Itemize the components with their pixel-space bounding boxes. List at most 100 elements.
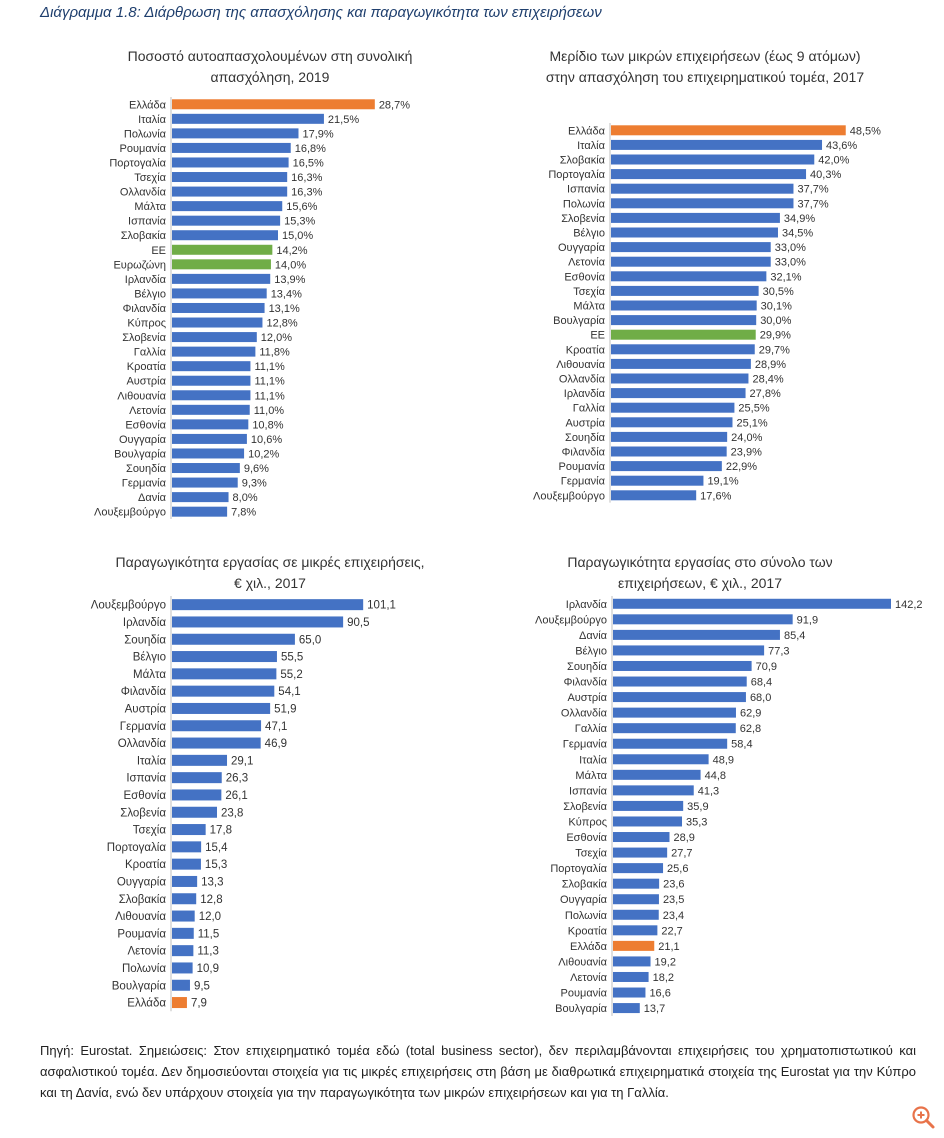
category-label: Ισπανία (128, 216, 167, 228)
category-label: Βέλγιο (575, 645, 607, 657)
bar (172, 633, 295, 645)
bar (613, 909, 659, 920)
category-label: Βουλγαρία (114, 448, 167, 460)
bar (172, 685, 275, 697)
bar (611, 417, 733, 428)
category-label: Βουλγαρία (553, 315, 606, 327)
value-label: 29,7% (759, 344, 790, 356)
bar (611, 154, 815, 165)
bar (611, 402, 735, 413)
value-label: 23,5 (663, 894, 684, 906)
zoom-in-icon[interactable] (910, 1104, 936, 1130)
value-label: 9,6% (244, 463, 269, 475)
bar (172, 113, 324, 124)
category-label: Πορτογαλία (548, 169, 605, 181)
value-label: 9,5 (194, 980, 210, 992)
bar (611, 125, 846, 136)
bar (613, 598, 891, 609)
bar (172, 754, 228, 766)
value-label: 27,7 (671, 848, 692, 860)
category-label: Σλοβενία (120, 807, 166, 819)
bar (172, 789, 222, 801)
category-label: Τσεχία (573, 286, 605, 298)
category-label: Ελλάδα (568, 125, 606, 137)
value-label: 12,0 (199, 911, 221, 923)
value-label: 62,9 (740, 708, 761, 720)
category-label: Γερμανία (561, 476, 606, 488)
bar (611, 198, 794, 209)
category-label: Αυστρία (565, 417, 605, 429)
value-label: 16,5% (293, 157, 324, 169)
bar (172, 841, 202, 853)
value-label: 10,8% (252, 419, 283, 431)
bar (172, 979, 190, 991)
bar (172, 142, 291, 153)
category-label: Τσεχία (133, 825, 167, 837)
category-label: Γαλλία (134, 347, 167, 359)
bar (172, 477, 238, 488)
value-label: 23,8 (221, 807, 243, 819)
bar (611, 256, 771, 267)
category-label: Αυστρία (126, 376, 166, 388)
value-label: 28,9% (755, 359, 786, 371)
bar (172, 230, 278, 241)
bar (611, 183, 794, 194)
category-label: Μάλτα (133, 669, 166, 681)
value-label: 44,8 (705, 770, 726, 782)
bar (613, 925, 658, 936)
bar (172, 720, 262, 732)
bar (611, 285, 759, 296)
bar (172, 875, 198, 887)
value-label: 40,3% (810, 169, 841, 181)
value-label: 30,1% (761, 301, 792, 313)
category-label: Κροατία (125, 859, 166, 871)
bar (611, 475, 704, 486)
category-label: Βέλγιο (133, 652, 166, 664)
category-label: Ισπανία (569, 785, 608, 797)
value-label: 12,8 (200, 894, 222, 906)
value-label: 12,8% (266, 318, 297, 330)
category-label: Δανία (579, 630, 608, 642)
category-label: Γερμανία (563, 739, 608, 751)
bar (611, 329, 756, 340)
bar (613, 645, 765, 656)
category-label: Γαλλία (573, 403, 606, 415)
bar (611, 431, 728, 442)
category-label: Λουξεμβούργο (535, 614, 607, 626)
value-label: 22,9% (726, 461, 757, 473)
bar (172, 433, 247, 444)
category-label: Εσθονία (564, 271, 605, 283)
category-label: Ιρλανδία (566, 599, 608, 611)
value-label: 68,0 (750, 692, 771, 704)
bar (172, 361, 251, 372)
value-label: 46,9 (265, 738, 287, 750)
bar (172, 927, 194, 939)
value-label: 15,3 (205, 859, 227, 871)
bar (172, 244, 273, 255)
category-label: Ρουμανία (561, 988, 608, 1000)
category-label: Μάλτα (573, 301, 605, 313)
bar (172, 302, 265, 313)
value-label: 77,3 (768, 645, 789, 657)
value-label: 48,9 (713, 754, 734, 766)
value-label: 15,4 (205, 842, 228, 854)
value-label: 29,1 (231, 755, 253, 767)
value-label: 13,9% (274, 274, 305, 286)
value-label: 68,4 (751, 677, 772, 689)
bar (172, 910, 195, 922)
value-label: 33,0% (775, 242, 806, 254)
bar (172, 273, 271, 284)
bar (172, 157, 289, 168)
value-label: 19,2 (655, 956, 676, 968)
category-label: Πολωνία (563, 198, 606, 210)
bar (613, 847, 668, 858)
bar (611, 358, 751, 369)
value-label: 7,8% (231, 507, 256, 519)
category-label: Ιταλία (579, 754, 608, 766)
value-label: 16,3% (291, 187, 322, 199)
value-label: 35,3 (686, 816, 707, 828)
bar (611, 344, 755, 355)
bar (172, 419, 249, 430)
